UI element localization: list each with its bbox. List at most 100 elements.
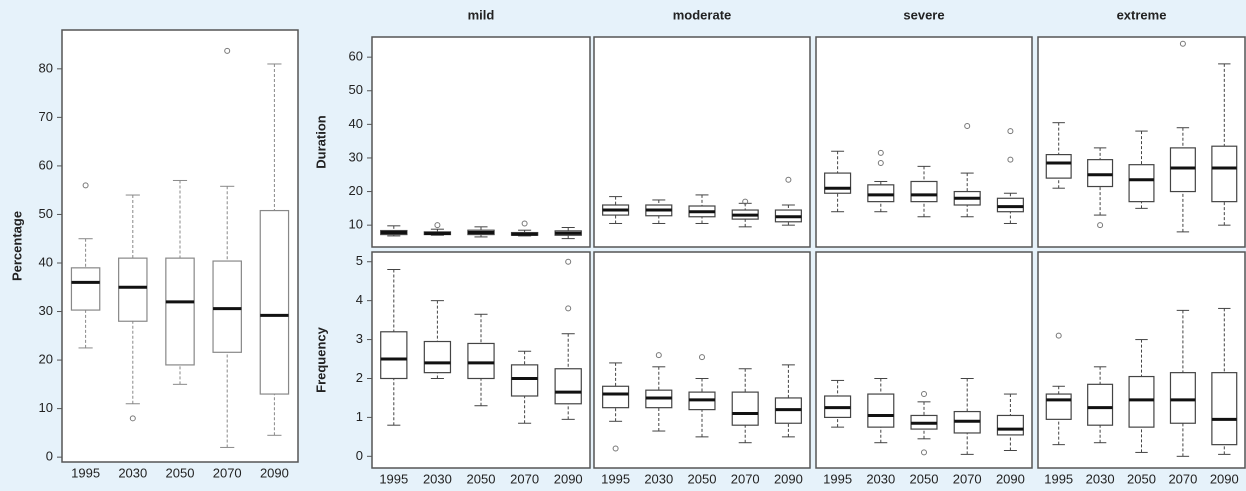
- x-tick-label: 2030: [866, 471, 895, 486]
- y-tick-label: 20: [39, 352, 53, 367]
- x-tick-label: 2050: [467, 471, 496, 486]
- outlier: [224, 47, 231, 54]
- box: [1128, 164, 1155, 203]
- panel-title: severe: [903, 7, 944, 22]
- outlier: [565, 305, 572, 312]
- x-tick-label: 2050: [910, 471, 939, 486]
- y-tick-label: 5: [356, 253, 363, 268]
- outlier: [565, 258, 572, 265]
- y-tick-label: 50: [349, 82, 363, 97]
- box: [602, 385, 630, 409]
- box: [1128, 375, 1155, 428]
- y-tick-label: 40: [349, 116, 363, 131]
- y-tick-label: 3: [356, 331, 363, 346]
- y-tick-label: 1: [356, 409, 363, 424]
- y-tick-label: 10: [349, 217, 363, 232]
- box: [996, 197, 1024, 213]
- box: [1211, 145, 1238, 203]
- outlier: [655, 352, 662, 359]
- x-tick-label: 1995: [71, 465, 100, 480]
- y-axis-label: Frequency: [313, 326, 328, 393]
- y-tick-label: 20: [349, 183, 363, 198]
- y-tick-label: 40: [39, 254, 53, 269]
- outlier: [877, 149, 884, 156]
- y-tick-label: 80: [39, 60, 53, 75]
- x-tick-label: 2090: [774, 471, 803, 486]
- y-tick-label: 0: [46, 449, 53, 464]
- outlier: [699, 354, 705, 361]
- x-tick-label: 2070: [510, 471, 539, 486]
- box: [510, 364, 539, 397]
- panel: [371, 36, 591, 248]
- box: [1169, 372, 1196, 424]
- y-tick-label: 10: [39, 400, 53, 415]
- y-axis-label: Duration: [313, 115, 328, 169]
- x-tick-label: 2030: [118, 465, 147, 480]
- y-tick-label: 70: [39, 109, 53, 124]
- outlier: [1007, 128, 1014, 135]
- box: [212, 260, 242, 353]
- outlier: [785, 176, 792, 183]
- x-tick-label: 1995: [1044, 471, 1073, 486]
- box: [867, 393, 895, 428]
- x-tick-label: 2070: [213, 465, 242, 480]
- outlier: [921, 391, 927, 398]
- x-tick-label: 2090: [554, 471, 583, 486]
- panel-title: extreme: [1117, 7, 1167, 22]
- y-tick-label: 50: [39, 206, 53, 221]
- box: [554, 368, 582, 405]
- x-tick-label: 2030: [423, 471, 452, 486]
- panel: [815, 251, 1033, 469]
- y-tick-label: 30: [39, 303, 53, 318]
- box: [996, 414, 1024, 436]
- box: [824, 172, 852, 194]
- x-tick-label: 2090: [996, 471, 1025, 486]
- outlier: [612, 445, 619, 452]
- outlier: [521, 220, 528, 227]
- outlier: [742, 198, 749, 205]
- box: [380, 331, 408, 380]
- box: [70, 267, 101, 311]
- outlier: [877, 160, 884, 166]
- y-tick-label: 2: [356, 370, 363, 385]
- box: [118, 257, 148, 322]
- x-tick-label: 2050: [166, 465, 195, 480]
- box: [867, 184, 895, 203]
- y-tick-label: 60: [39, 157, 53, 172]
- x-tick-label: 1995: [823, 471, 852, 486]
- outlier: [1055, 332, 1062, 339]
- x-tick-label: 2090: [260, 465, 289, 480]
- outlier: [434, 222, 441, 229]
- y-tick-label: 60: [349, 49, 363, 64]
- x-tick-label: 2050: [688, 471, 717, 486]
- outlier: [1007, 156, 1014, 163]
- panel-title: mild: [468, 7, 495, 22]
- panel-title: moderate: [673, 7, 732, 22]
- box: [1045, 393, 1072, 420]
- y-axis-label: Percentage: [9, 211, 24, 281]
- box: [1169, 147, 1196, 193]
- panel: [815, 36, 1033, 248]
- outlier: [964, 123, 971, 130]
- outlier: [129, 415, 136, 422]
- x-tick-label: 2070: [953, 471, 982, 486]
- outlier: [921, 449, 927, 456]
- box: [1087, 383, 1114, 426]
- outlier: [82, 182, 89, 189]
- box: [165, 257, 195, 366]
- x-tick-label: 2090: [1210, 471, 1239, 486]
- x-tick-label: 2050: [1127, 471, 1156, 486]
- x-tick-label: 1995: [601, 471, 630, 486]
- box: [1087, 159, 1114, 188]
- box: [467, 342, 495, 380]
- box: [259, 209, 290, 395]
- box: [1045, 154, 1072, 179]
- box: [731, 391, 759, 426]
- x-tick-label: 2070: [731, 471, 760, 486]
- x-tick-label: 2070: [1168, 471, 1197, 486]
- box: [1211, 372, 1238, 446]
- y-tick-label: 4: [356, 292, 363, 307]
- x-tick-label: 2030: [644, 471, 673, 486]
- outlier: [1097, 222, 1104, 229]
- y-tick-label: 30: [349, 149, 363, 164]
